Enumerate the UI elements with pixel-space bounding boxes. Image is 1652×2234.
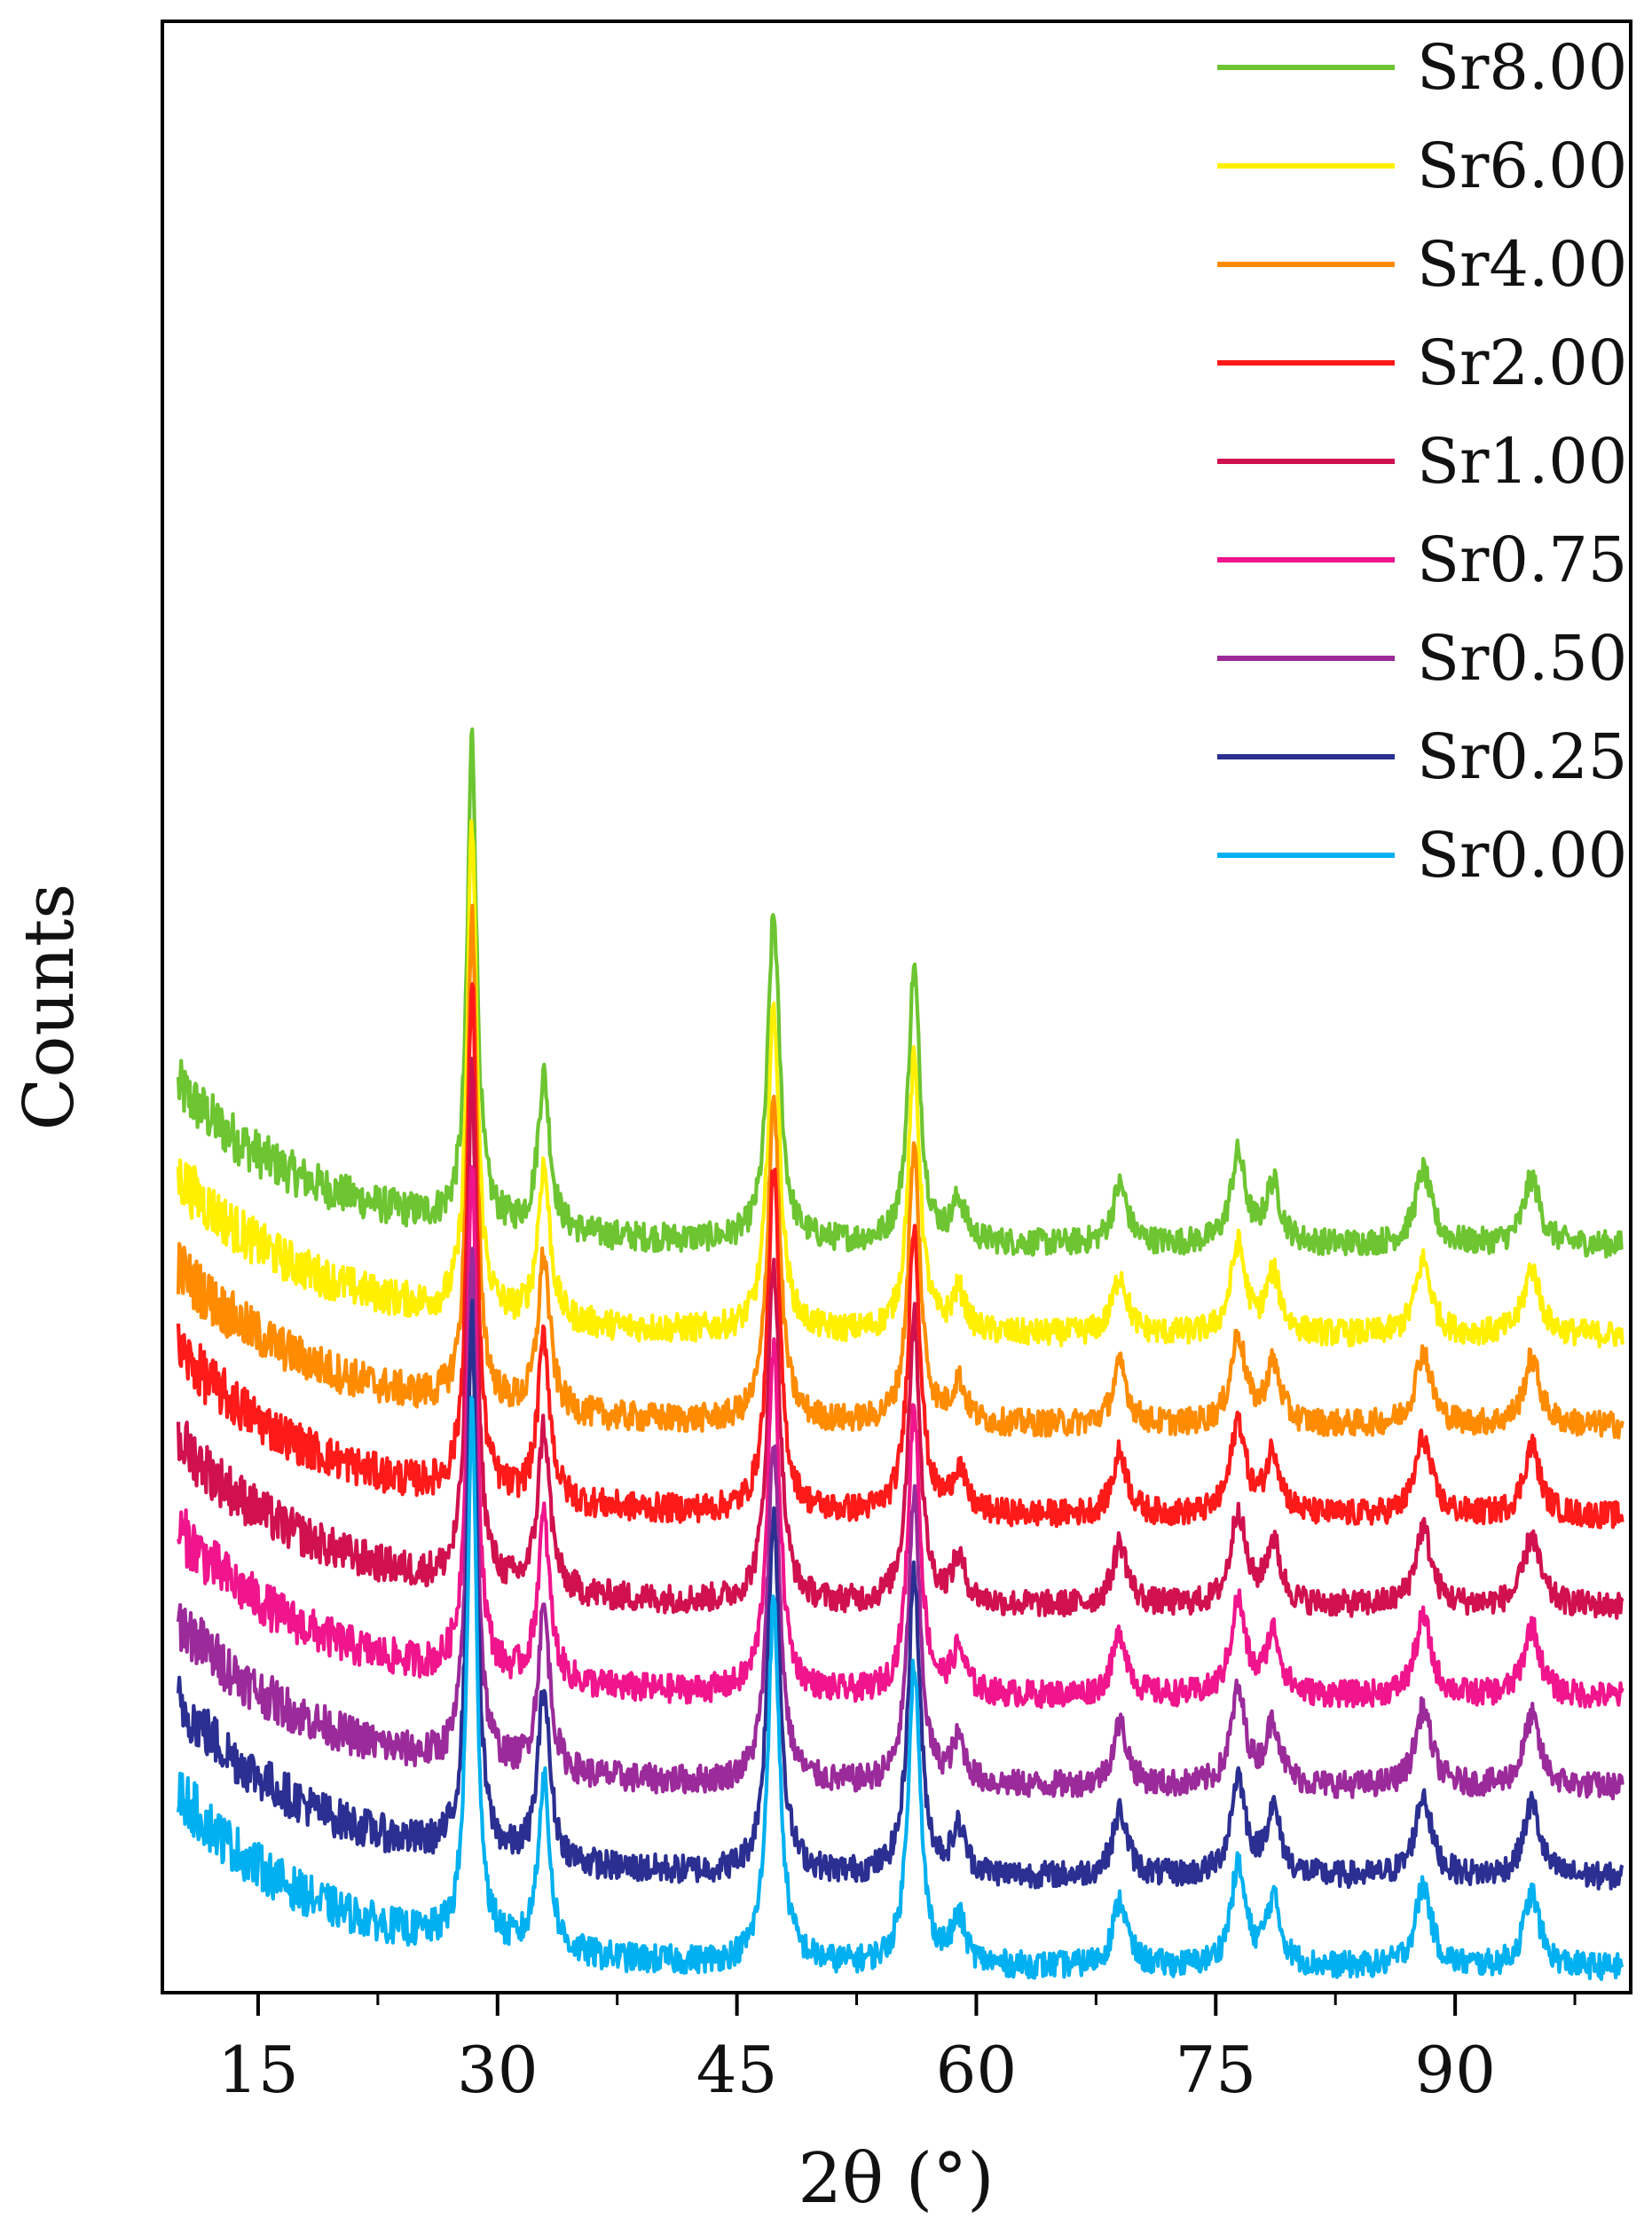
series-line-Sr0.00 xyxy=(176,1396,1624,1981)
x-tick-label: 15 xyxy=(217,2033,299,2107)
series-line-Sr4.00 xyxy=(176,903,1624,1440)
series-line-Sr0.50 xyxy=(176,1247,1624,1801)
legend-label-Sr0.00: Sr0.00 xyxy=(1417,819,1627,892)
legend-label-Sr8.00: Sr8.00 xyxy=(1417,31,1627,104)
legend-label-Sr4.00: Sr4.00 xyxy=(1417,228,1627,301)
legend-label-Sr6.00: Sr6.00 xyxy=(1417,130,1627,202)
series-line-Sr0.25 xyxy=(176,1298,1624,1891)
legend-label-Sr1.00: Sr1.00 xyxy=(1417,425,1627,498)
legend-label-Sr0.50: Sr0.50 xyxy=(1417,622,1627,695)
series-line-Sr6.00 xyxy=(176,819,1624,1349)
x-tick-label: 60 xyxy=(936,2033,1018,2107)
x-axis-label: 2θ (°) xyxy=(798,2139,994,2219)
x-tick-label: 75 xyxy=(1175,2033,1256,2107)
plot-frame xyxy=(161,20,1632,1994)
y-axis-label: Counts xyxy=(10,884,90,1130)
legend: Sr8.00 Sr6.00 Sr4.00 Sr2.00 Sr1.00 Sr0.75 Sr0.… xyxy=(1217,31,1627,892)
legend-label-Sr0.25: Sr0.25 xyxy=(1417,720,1627,793)
series-line-Sr8.00 xyxy=(176,727,1624,1259)
series-line-Sr1.00 xyxy=(176,1057,1624,1620)
x-tick-label: 30 xyxy=(457,2033,539,2107)
series-line-Sr2.00 xyxy=(176,982,1624,1530)
x-tick-label: 90 xyxy=(1414,2033,1496,2107)
x-axis: 15 30 45 60 75 90 xyxy=(217,1993,1577,2107)
legend-label-Sr0.75: Sr0.75 xyxy=(1417,523,1627,596)
series-line-Sr0.75 xyxy=(176,1165,1624,1710)
series-layer xyxy=(176,727,1624,1981)
legend-label-Sr2.00: Sr2.00 xyxy=(1417,326,1627,399)
x-tick-label: 45 xyxy=(696,2033,778,2107)
